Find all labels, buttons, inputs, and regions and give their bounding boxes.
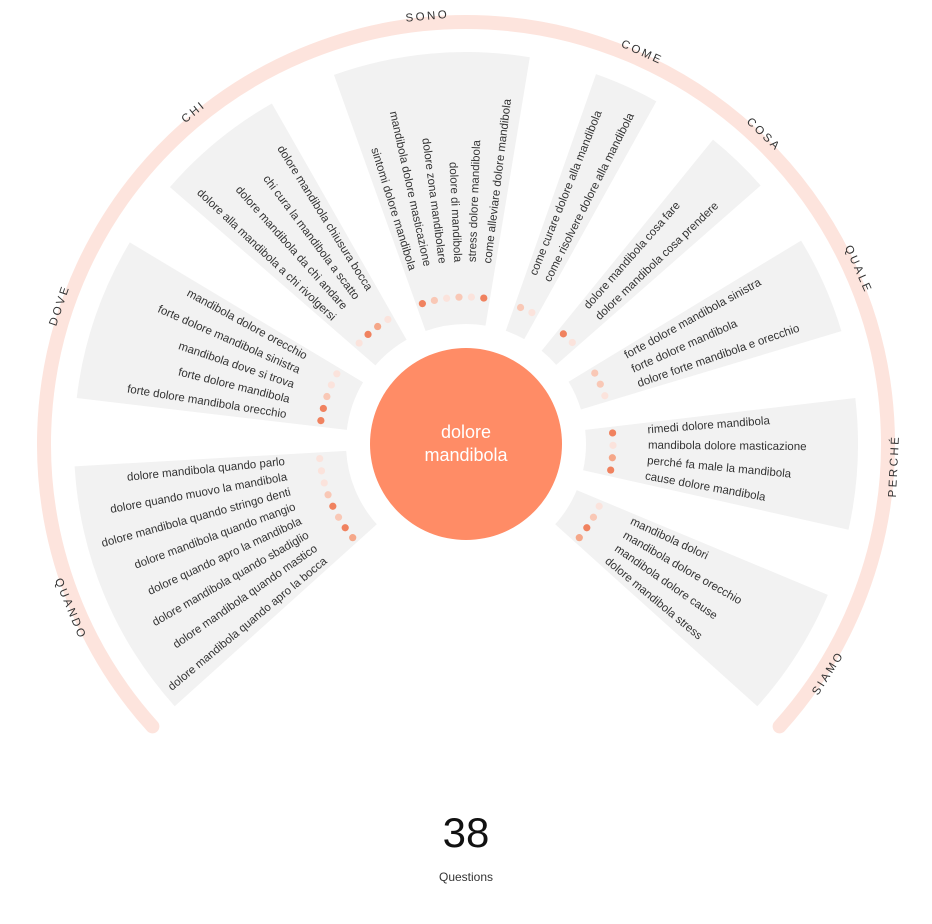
question-dot	[595, 502, 603, 510]
question-dot	[591, 369, 599, 377]
question-label[interactable]: stress dolore mandibola	[467, 139, 483, 262]
question-dot	[418, 300, 426, 308]
question-dot	[324, 491, 332, 499]
center-title-line2: mandibola	[424, 445, 508, 465]
question-dot	[323, 392, 331, 401]
question-dot	[319, 404, 327, 413]
outer-ring-arc	[37, 15, 895, 734]
question-dot	[608, 454, 616, 462]
question-dot	[601, 392, 609, 400]
question-count-label: Questions	[438, 870, 494, 884]
question-dot	[320, 479, 328, 487]
question-dots	[316, 293, 617, 542]
question-dot	[596, 380, 604, 388]
outer-ring	[37, 15, 895, 734]
question-dot	[583, 524, 591, 532]
sector-sono	[333, 52, 530, 332]
center-title-line1: dolore	[441, 422, 491, 442]
question-dot	[516, 303, 525, 312]
sector-siamo	[555, 490, 828, 707]
center-circle[interactable]	[370, 348, 562, 540]
question-dot	[355, 339, 363, 347]
category-label-perche[interactable]: PERCHÉ	[886, 434, 902, 498]
question-label[interactable]: dolore di mandibola	[446, 162, 463, 263]
question-dot	[568, 338, 576, 347]
question-dot	[384, 315, 392, 324]
question-label[interactable]: mandibola dolore masticazione	[648, 440, 807, 453]
question-dot	[317, 467, 326, 475]
question-dot	[341, 524, 349, 532]
question-dot	[333, 370, 341, 378]
sector-dove	[76, 242, 364, 430]
question-dot	[374, 322, 382, 331]
question-dot	[608, 429, 617, 437]
question-dot	[317, 417, 325, 425]
question-dot	[559, 330, 567, 338]
question-count: 38 Questions	[366, 808, 566, 884]
question-dot	[334, 513, 343, 521]
category-sectors	[74, 52, 858, 707]
category-label-sono[interactable]: SONO	[405, 9, 450, 25]
question-dot	[443, 294, 451, 302]
question-dot	[430, 296, 438, 305]
question-dot	[329, 502, 337, 510]
question-dot	[364, 330, 372, 338]
question-dot	[455, 293, 463, 301]
question-dot	[480, 294, 488, 302]
question-dot	[467, 293, 476, 301]
question-dot	[609, 441, 617, 449]
question-dot	[528, 308, 536, 317]
sector-come	[505, 74, 657, 340]
sector-perche	[583, 398, 858, 530]
question-count-number: 38	[442, 809, 490, 856]
sector-chi	[169, 103, 407, 366]
sector-cosa	[541, 139, 761, 365]
question-dot	[349, 534, 357, 542]
sector-quando	[74, 450, 377, 707]
sector-quale	[568, 240, 842, 410]
question-dot	[607, 466, 615, 474]
question-dot	[589, 513, 598, 521]
question-dot	[327, 381, 335, 389]
question-dot	[575, 534, 583, 542]
question-dot	[316, 454, 324, 463]
